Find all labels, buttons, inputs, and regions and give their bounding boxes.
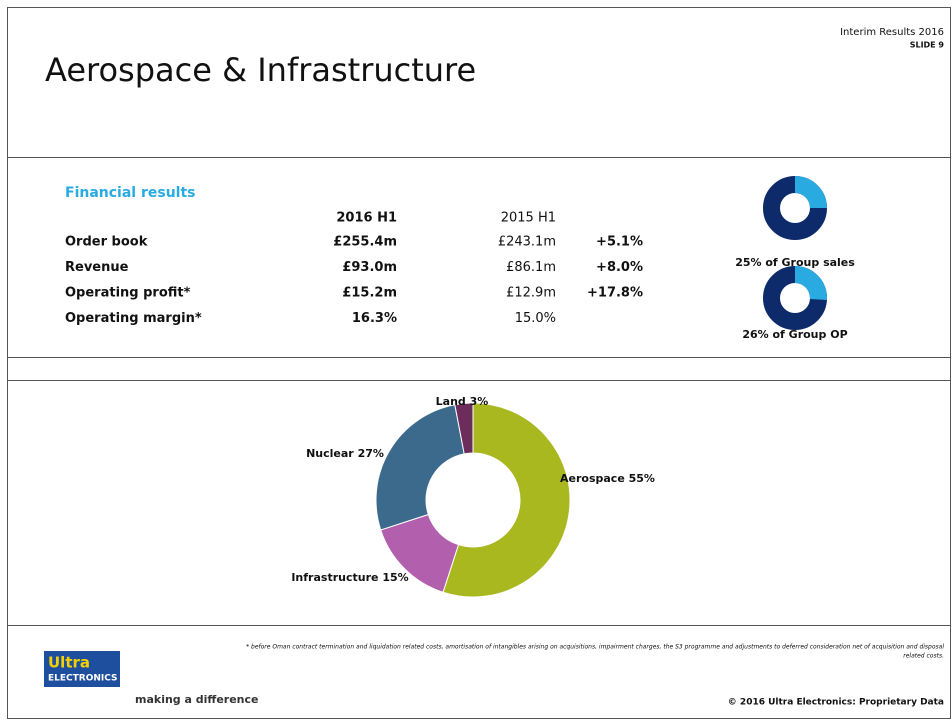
footnote: related costs. <box>903 653 944 660</box>
row-label: Order book <box>65 235 148 250</box>
slide-number: SLIDE 9 <box>910 41 945 50</box>
value-label: 3% <box>470 395 489 408</box>
copyright: © 2016 Ultra Electronics: Proprietary Da… <box>728 698 944 708</box>
segment-label: Land 3% <box>436 395 489 408</box>
segment <box>795 176 827 208</box>
footnote: * before Oman contract termination and l… <box>246 644 944 651</box>
category: Nuclear <box>306 447 354 460</box>
column-header: 2015 H1 <box>501 211 556 226</box>
column-header: 2016 H1 <box>336 211 397 226</box>
cell: +8.0% <box>596 260 643 275</box>
title: Aerospace & Infrastructure <box>45 51 476 89</box>
segment <box>454 402 474 455</box>
cell: 15.0% <box>515 311 556 326</box>
section-heading: Financial results <box>65 185 195 201</box>
donut-caption: 25% of Group sales <box>735 256 855 269</box>
donut-caption: 26% of Group OP <box>742 328 847 341</box>
segment-label: Nuclear 27% <box>306 447 384 460</box>
meta: Interim Results 2016 <box>840 27 944 38</box>
value-label: 15% <box>382 571 408 584</box>
segment <box>795 266 827 301</box>
category: Infrastructure <box>291 571 378 584</box>
cell: £12.9m <box>506 286 556 301</box>
value-label: 27% <box>358 447 384 460</box>
logo-box <box>44 651 120 687</box>
segment-label: Infrastructure 15% <box>291 571 408 584</box>
cell: £86.1m <box>506 260 556 275</box>
segment <box>442 402 571 598</box>
segment <box>375 404 465 531</box>
cell: £255.4m <box>333 235 397 250</box>
logo: Ultra <box>48 654 90 672</box>
value-label: 55% <box>629 472 655 485</box>
cell: 16.3% <box>352 311 397 326</box>
cell: £93.0m <box>342 260 397 275</box>
category: Aerospace <box>560 472 625 485</box>
category: Land <box>436 395 466 408</box>
row-label: Operating profit* <box>65 286 191 301</box>
tagline: making a difference <box>135 693 258 706</box>
cell: £243.1m <box>498 235 556 250</box>
cell: +17.8% <box>587 286 643 301</box>
cell: +5.1% <box>596 235 643 250</box>
frame <box>7 7 951 719</box>
segment-label: Aerospace 55% <box>560 472 655 485</box>
row-label: Operating margin* <box>65 311 202 326</box>
cell: £15.2m <box>342 286 397 301</box>
row-label: Revenue <box>65 260 129 275</box>
logo-sub: ELECTRONICS <box>48 674 118 684</box>
